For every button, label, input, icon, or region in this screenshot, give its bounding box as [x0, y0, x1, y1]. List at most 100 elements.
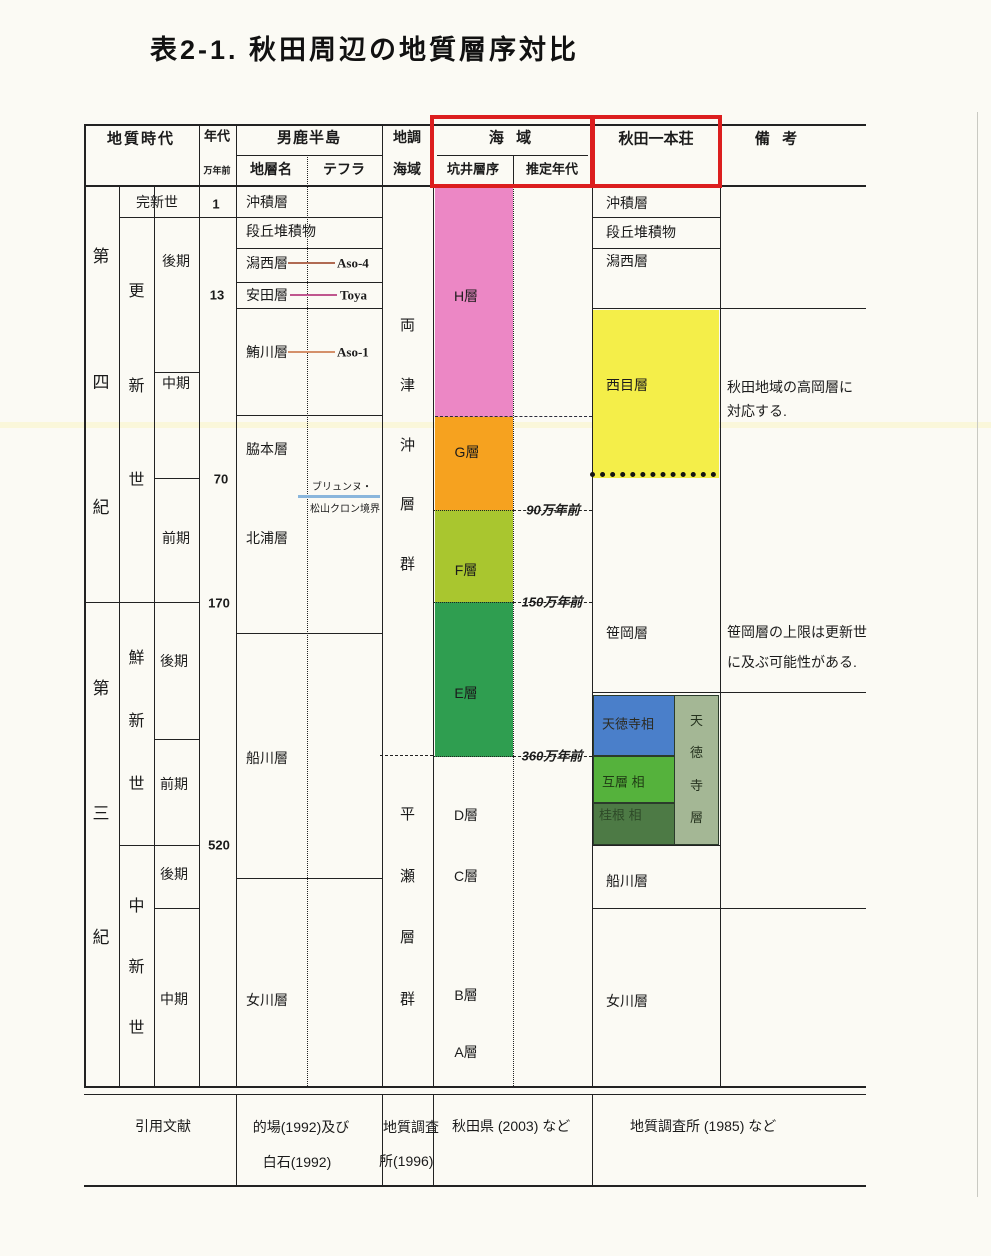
gridline-h [592, 248, 720, 249]
gridline-v [433, 1094, 434, 1185]
group-hirase: 平瀬層群 [399, 806, 415, 1008]
header-tephra: テフラ [323, 161, 365, 177]
gridline-v [433, 124, 434, 1086]
gridline-h [236, 248, 382, 249]
gridline-h [513, 510, 592, 511]
epoch-miocene: 中新世 [128, 898, 145, 1037]
sea-e-layer-block [435, 602, 513, 757]
group-ryotsu-oki: 両津沖層群 [399, 317, 415, 573]
gridline-h [84, 124, 866, 126]
gridline-h [513, 602, 592, 603]
subepoch-pliocene-early: 前期 [160, 776, 188, 792]
citation-label: 引用文献 [135, 1118, 191, 1134]
sea-age-360: 360万年前 [521, 748, 583, 764]
gridline-h [433, 602, 513, 603]
akita-chuseki: 沖積層 [606, 195, 648, 211]
gridline-h [592, 845, 720, 846]
tentokuji-formation-block [674, 695, 719, 845]
gridline-h [592, 908, 866, 909]
citation-oga-line2: 白石(1992) [262, 1154, 332, 1170]
header-oga-peninsula: 男鹿半島 [276, 129, 342, 147]
sea-age-150: 150万年前 [521, 594, 583, 610]
oga-kitaura: 北浦層 [246, 530, 288, 546]
tephra-brunhes-line1: ブリュンヌ・ [312, 482, 372, 493]
gridline-h [592, 217, 720, 218]
subepoch-pleistocene-early: 前期 [162, 530, 190, 546]
gridline-v [592, 187, 593, 1086]
epoch-pliocene: 鮮新世 [128, 650, 145, 793]
tephra-brunhes-line2: 松山クロン境界 [310, 504, 380, 515]
sea-layer-c: C層 [453, 868, 479, 884]
gridline-h [433, 510, 513, 511]
gridline-h [437, 155, 588, 156]
gridline-h [236, 282, 382, 283]
gridline-v [154, 187, 155, 1086]
oga-funakawa: 船川層 [246, 750, 288, 766]
oga-dankyu: 段丘堆積物 [246, 223, 316, 239]
akita-tentokuji-facies: 天徳寺相 [602, 716, 655, 732]
header-estimated-age: 推定年代 [525, 161, 579, 177]
header-sea-area: 海 域 [488, 129, 536, 147]
gridline-v [236, 124, 237, 1086]
oga-yasuda: 安田層 [246, 287, 288, 303]
akita-sasaoka: 笹岡層 [606, 625, 648, 641]
aso1-tephra-line [288, 351, 335, 353]
citation-oga-line1: 的場(1992)及び [252, 1119, 350, 1135]
gridline-h [236, 878, 382, 879]
tephra-aso1: Aso-1 [337, 344, 369, 360]
nishime-dotted-boundary [590, 472, 716, 477]
subepoch-miocene-late: 後期 [160, 866, 188, 882]
header-survey-sea: 海域 [393, 161, 421, 177]
subepoch-miocene-middle: 中期 [160, 991, 188, 1007]
subepoch-pleistocene-late: 後期 [162, 253, 190, 269]
gridline-h [236, 415, 382, 416]
sea-layer-g: G層 [454, 444, 480, 460]
header-remarks: 備 考 [754, 130, 802, 148]
gridline-h [380, 755, 433, 756]
tentokuji-facies-block [593, 695, 675, 756]
gridline-h [84, 1086, 866, 1088]
nishime-formation-block [593, 310, 719, 478]
gridline-v [119, 187, 120, 1086]
header-age-unit: 万年前 [203, 165, 231, 176]
gridline-h [154, 372, 199, 373]
sea-layer-f: F層 [454, 562, 478, 578]
gridline-h [154, 908, 199, 909]
gridline-h [592, 308, 866, 309]
gridline-h [84, 1094, 866, 1095]
gridline-h [154, 478, 199, 479]
gridline-h [236, 633, 382, 634]
era-quaternary: 第四紀 [92, 247, 110, 517]
header-age: 年代 [203, 128, 231, 144]
akita-nishime: 西目層 [606, 377, 648, 393]
gridline-v [382, 1094, 383, 1185]
oga-wakimoto: 脇本層 [246, 441, 288, 457]
gridline-h [433, 756, 513, 757]
sea-area-red-box [430, 115, 595, 188]
remark-nishime-line2: 対応する. [727, 403, 787, 419]
epoch-holocene: 完新世 [136, 194, 178, 210]
akita-goso-facies: 互層 相 [602, 774, 645, 790]
header-geologic-time: 地質時代 [106, 130, 176, 148]
sea-layer-e: E層 [454, 685, 478, 701]
remark-nishime-line1: 秋田地域の高岡層に [727, 379, 853, 395]
toya-tephra-line [290, 294, 337, 296]
gridline-v [84, 124, 86, 1086]
oga-chuseki: 沖積層 [246, 194, 288, 210]
tephra-toya: Toya [340, 287, 367, 303]
age-value-13: 13 [209, 287, 225, 303]
epoch-pleistocene: 更新世 [128, 283, 145, 489]
era-tertiary: 第三紀 [92, 679, 110, 947]
remark-sasaoka-line1: 笹岡層の上限は更新世 [727, 624, 867, 640]
gridline-v [513, 155, 514, 187]
gridline-h [84, 1185, 866, 1187]
gridline-h [236, 308, 382, 309]
akita-tentokuji-formation: 天徳寺層 [689, 713, 703, 825]
header-survey: 地調 [393, 129, 421, 145]
gridline-h [236, 155, 382, 156]
aso4-tephra-line [288, 262, 335, 264]
sea-layer-d: D層 [453, 807, 479, 823]
akita-honjo-red-box [590, 115, 722, 188]
age-value-70: 70 [213, 471, 229, 487]
